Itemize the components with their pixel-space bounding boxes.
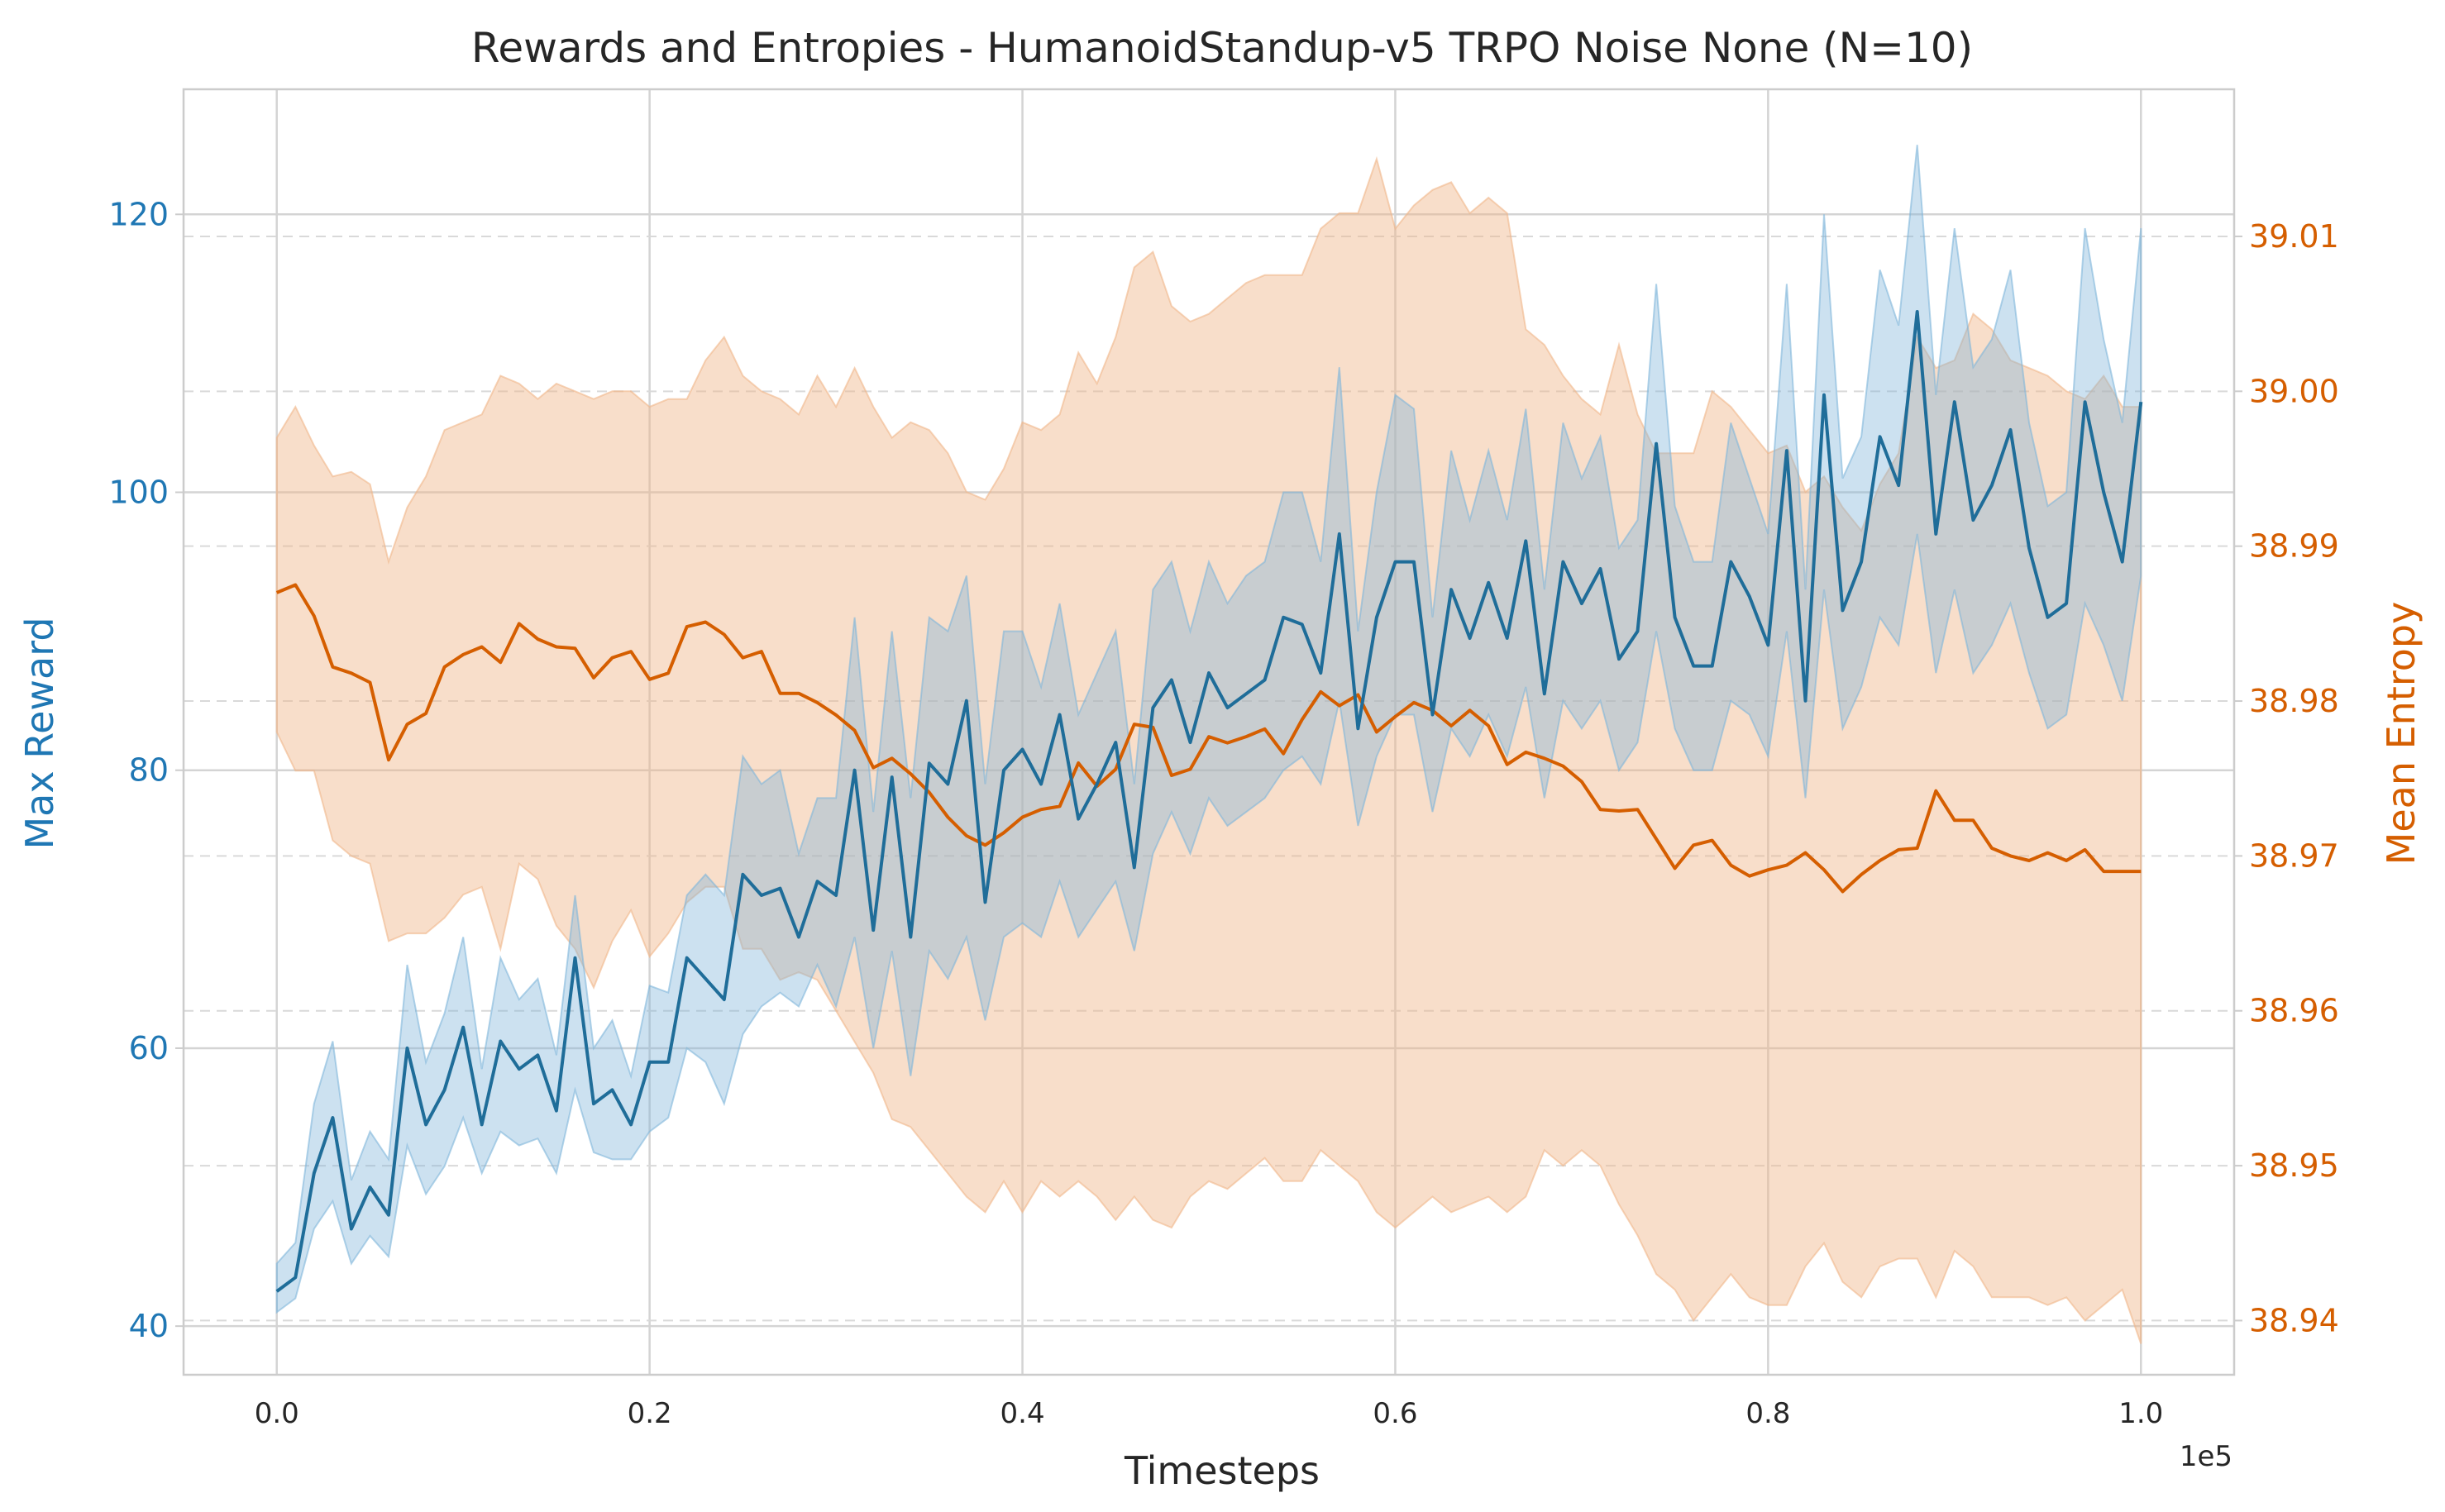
x-tick-label: 0.4 — [1000, 1397, 1045, 1430]
x-axis-ticks: 0.0 0.2 0.4 0.6 0.8 1.0 — [255, 1397, 2164, 1430]
entropy-mean-line — [275, 583, 2142, 894]
x-axis-offset-label: 1e5 — [2180, 1440, 2232, 1473]
right-tick-label: 38.95 — [2249, 1147, 2339, 1184]
right-axis-label: Mean Entropy — [2379, 602, 2424, 866]
left-axis-ticks: 40 60 80 100 120 — [108, 196, 184, 1344]
entropy-confidence-band — [275, 155, 2142, 1344]
left-axis-label: Max Reward — [17, 617, 62, 849]
chart-title: Rewards and Entropies - HumanoidStandup-… — [471, 24, 1973, 72]
x-tick-label: 0.6 — [1373, 1397, 1417, 1430]
right-tick-label: 38.94 — [2249, 1302, 2339, 1338]
reward-mean-line — [275, 310, 2143, 1293]
x-tick-label: 0.2 — [628, 1397, 672, 1430]
x-tick-label: 0.8 — [1745, 1397, 1790, 1430]
confidence-bands — [275, 145, 2142, 1344]
grid-lines — [184, 89, 2234, 1375]
x-tick-label: 1.0 — [2118, 1397, 2163, 1430]
right-tick-label: 39.00 — [2249, 373, 2339, 409]
left-tick-label: 40 — [129, 1308, 169, 1344]
x-axis-label: Timesteps — [1124, 1448, 1320, 1493]
right-tick-label: 38.98 — [2249, 683, 2339, 719]
right-tick-label: 38.96 — [2249, 993, 2339, 1029]
left-tick-label: 120 — [108, 196, 169, 232]
right-axis-ticks: 38.94 38.95 38.96 38.97 38.98 38.99 39.00 39.01 — [2234, 218, 2339, 1338]
left-tick-label: 100 — [108, 475, 169, 511]
left-tick-label: 80 — [129, 752, 169, 789]
series-lines — [275, 310, 2143, 1293]
right-tick-label: 38.97 — [2249, 837, 2339, 874]
x-tick-label: 0.0 — [255, 1397, 299, 1430]
right-tick-label: 39.01 — [2249, 218, 2339, 255]
reward-confidence-band — [275, 145, 2142, 1314]
plot-frame — [182, 88, 2236, 1376]
left-tick-label: 60 — [129, 1030, 169, 1066]
right-tick-label: 38.99 — [2249, 528, 2339, 565]
